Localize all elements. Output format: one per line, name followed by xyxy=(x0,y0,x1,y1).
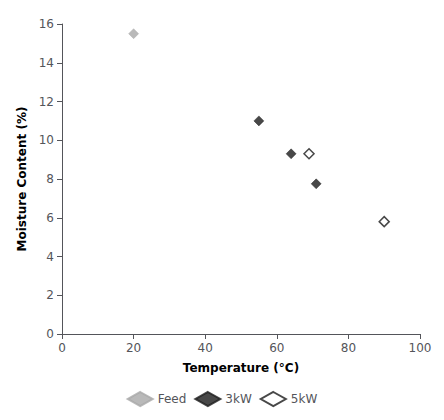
svg-text:20: 20 xyxy=(126,341,141,355)
svg-text:0: 0 xyxy=(58,341,66,355)
svg-text:0: 0 xyxy=(46,327,54,341)
svg-text:80: 80 xyxy=(341,341,356,355)
svg-text:8: 8 xyxy=(46,172,54,186)
svg-text:2: 2 xyxy=(46,288,54,302)
svg-text:40: 40 xyxy=(198,341,213,355)
svg-text:5kW: 5kW xyxy=(291,392,318,406)
svg-text:Moisture Content (%): Moisture Content (%) xyxy=(15,107,29,252)
svg-text:12: 12 xyxy=(39,95,54,109)
svg-text:3kW: 3kW xyxy=(225,392,252,406)
svg-text:Temperature (°C): Temperature (°C) xyxy=(183,361,299,375)
svg-text:6: 6 xyxy=(46,211,54,225)
svg-text:Feed: Feed xyxy=(158,392,187,406)
svg-text:16: 16 xyxy=(39,17,54,31)
svg-text:60: 60 xyxy=(269,341,284,355)
svg-text:14: 14 xyxy=(39,56,54,70)
svg-text:10: 10 xyxy=(39,133,54,147)
svg-text:4: 4 xyxy=(46,250,54,264)
svg-text:100: 100 xyxy=(409,341,432,355)
